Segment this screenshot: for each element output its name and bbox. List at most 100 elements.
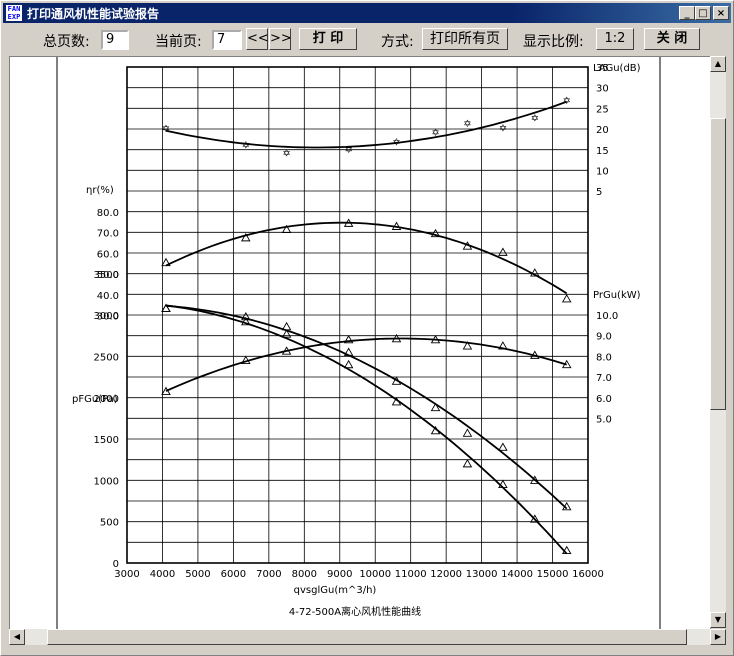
display-ratio-select[interactable]: 1:2 bbox=[596, 28, 634, 50]
efficiency-tick-label: 50.0 bbox=[97, 270, 119, 281]
x-tick-label: 13000 bbox=[466, 569, 498, 580]
x-tick-label: 4000 bbox=[150, 569, 175, 580]
noise-point-marker: ✡ bbox=[242, 140, 250, 151]
data-point-marker bbox=[161, 386, 171, 396]
x-tick-label: 7000 bbox=[256, 569, 281, 580]
scroll-left-button[interactable]: ◀ bbox=[9, 629, 25, 645]
data-point-marker bbox=[530, 475, 540, 484]
power-tick-label: 7.0 bbox=[596, 373, 612, 384]
pressure-axis-label: pFGu(Pa) bbox=[72, 394, 118, 405]
x-tick-label: 6000 bbox=[221, 569, 246, 580]
data-point-marker bbox=[561, 359, 572, 369]
scroll-down-button[interactable]: ▼ bbox=[710, 612, 726, 628]
pressure-tick-label: 3000 bbox=[94, 311, 119, 322]
noise-tick-label: 25 bbox=[596, 104, 609, 115]
efficiency-tick-label: 40.0 bbox=[97, 291, 119, 302]
vertical-scroll-thumb[interactable] bbox=[710, 118, 726, 410]
chart-caption: 4-72-500A离心风机性能曲线 bbox=[289, 605, 421, 618]
prev-page-button[interactable]: << bbox=[246, 28, 269, 50]
data-point-marker bbox=[241, 311, 251, 321]
noise-point-marker: ✡ bbox=[499, 123, 507, 134]
minimize-button[interactable]: _ bbox=[679, 6, 695, 20]
data-point-marker bbox=[498, 479, 508, 488]
x-tick-label: 11000 bbox=[395, 569, 427, 580]
window-title: 打印通风机性能试验报告 bbox=[27, 7, 160, 21]
data-point-marker bbox=[462, 341, 473, 350]
data-point-marker bbox=[530, 514, 540, 523]
noise-point-marker: ✡ bbox=[392, 138, 400, 149]
data-point-marker bbox=[498, 442, 508, 451]
current-page-input[interactable]: 7 bbox=[212, 30, 242, 50]
x-tick-label: 16000 bbox=[572, 569, 604, 580]
pressure-tick-label: 1500 bbox=[94, 435, 119, 446]
title-bar[interactable]: FAN EXP 打印通风机性能试验报告 _ □ × bbox=[3, 3, 731, 23]
data-point-marker bbox=[391, 333, 402, 343]
data-point-marker bbox=[281, 224, 292, 234]
preview-area: 3000 4000 5000 6000 7000 8000 9000 10000 11000 12… bbox=[9, 56, 711, 630]
scroll-right-button[interactable]: ▶ bbox=[710, 629, 726, 645]
chart-ticks: 3000 4000 5000 6000 7000 8000 9000 10000 11000 12… bbox=[94, 63, 619, 580]
noise-tick-label: 35 bbox=[596, 63, 609, 74]
data-point-marker bbox=[281, 346, 292, 355]
data-point-marker bbox=[498, 247, 508, 256]
pressure-tick-label: 0 bbox=[113, 559, 119, 570]
vertical-scrollbar[interactable]: ▲ ▼ bbox=[710, 56, 726, 628]
data-point-marker bbox=[561, 545, 572, 555]
pressure-tick-label: 1000 bbox=[94, 476, 119, 487]
print-mode-select[interactable]: 打印所有页 bbox=[422, 28, 508, 50]
fan-app-icon: FAN EXP bbox=[6, 5, 22, 21]
chart-curves bbox=[165, 100, 568, 555]
x-tick-label: 14000 bbox=[501, 569, 533, 580]
next-page-button[interactable]: >> bbox=[269, 28, 292, 50]
x-axis-label: qvsglGu(m^3/h) bbox=[294, 585, 377, 596]
curve-efficiency bbox=[165, 221, 568, 295]
power-tick-label: 6.0 bbox=[596, 394, 612, 405]
data-point-marker bbox=[241, 316, 251, 326]
scroll-up-button[interactable]: ▲ bbox=[710, 56, 726, 72]
data-point-marker bbox=[530, 350, 540, 359]
power-tick-label: 8.0 bbox=[596, 352, 612, 363]
data-point-marker bbox=[561, 294, 572, 303]
total-pages-field: 9 bbox=[101, 30, 129, 50]
data-point-marker bbox=[343, 218, 354, 227]
horizontal-scroll-thumb[interactable] bbox=[47, 629, 687, 645]
curve-pressure bbox=[165, 304, 568, 555]
data-point-marker bbox=[161, 257, 171, 267]
efficiency-tick-label: 30.0 bbox=[97, 312, 119, 323]
x-tick-label: 5000 bbox=[185, 569, 210, 580]
print-button[interactable]: 打 印 bbox=[299, 28, 357, 50]
power-tick-label: 5.0 bbox=[596, 415, 612, 426]
x-tick-label: 12000 bbox=[430, 569, 462, 580]
power-tick-label: 9.0 bbox=[596, 332, 612, 343]
noise-tick-label: 30 bbox=[596, 84, 609, 95]
noise-axis-label: LAGu(dB) bbox=[593, 63, 641, 74]
data-point-marker bbox=[462, 241, 473, 250]
data-point-marker bbox=[391, 221, 402, 230]
horizontal-scrollbar[interactable]: ◀ ▶ bbox=[9, 629, 726, 645]
current-page-label: 当前页: bbox=[155, 34, 202, 50]
data-point-marker bbox=[498, 341, 508, 350]
close-button[interactable]: 关 闭 bbox=[644, 28, 700, 50]
x-tick-label: 3000 bbox=[114, 569, 139, 580]
data-point-marker bbox=[391, 397, 402, 406]
total-pages-label: 总页数: bbox=[43, 34, 90, 50]
noise-point-marker: ✡ bbox=[463, 119, 471, 130]
pressure-tick-label: 3500 bbox=[94, 270, 119, 281]
data-point-marker bbox=[430, 228, 441, 238]
mode-label: 方式: bbox=[381, 34, 414, 50]
data-point-marker bbox=[343, 334, 354, 344]
noise-tick-label: 5 bbox=[596, 187, 602, 198]
toolbar: 总页数: 9 当前页: 7 << >> 打 印 方式: 打印所有页 显示比例: … bbox=[3, 25, 731, 55]
noise-tick-label: 15 bbox=[596, 146, 609, 157]
noise-point-marker: ✡ bbox=[282, 149, 290, 160]
data-point-marker bbox=[241, 232, 251, 242]
close-window-button[interactable]: × bbox=[713, 6, 729, 20]
data-point-marker bbox=[343, 347, 354, 356]
power-tick-label: 10.0 bbox=[596, 311, 618, 322]
data-point-marker bbox=[430, 402, 441, 412]
data-point-marker bbox=[530, 268, 540, 277]
maximize-button[interactable]: □ bbox=[695, 6, 711, 20]
pressure-tick-label: 2000 bbox=[94, 394, 119, 405]
data-point-marker bbox=[281, 329, 292, 338]
